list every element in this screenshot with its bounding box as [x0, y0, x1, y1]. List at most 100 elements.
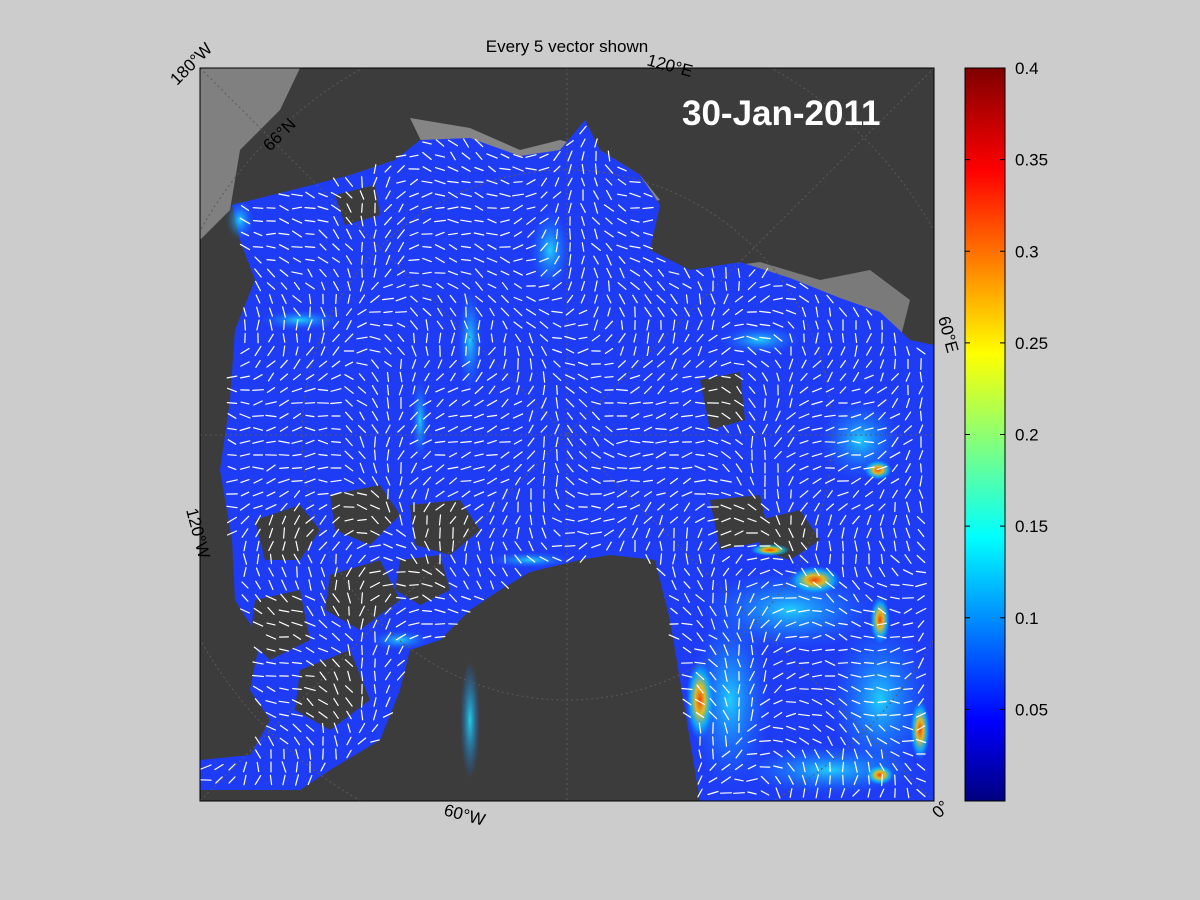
drift-vector [736, 658, 742, 668]
drift-vector [578, 542, 588, 550]
drift-vector [386, 463, 390, 473]
drift-vector [685, 527, 689, 539]
drift-vector [564, 490, 576, 498]
drift-vector [320, 762, 326, 772]
drift-vector [763, 384, 767, 396]
drift-vector [306, 359, 314, 369]
drift-vector [708, 374, 718, 380]
drift-vector [747, 517, 757, 523]
drift-vector [798, 661, 810, 665]
drift-vector [786, 672, 796, 680]
drift-vector [318, 360, 328, 368]
drift-vector [863, 635, 875, 639]
drift-vector [332, 333, 340, 343]
drift-vector [695, 453, 705, 457]
drift-vector [735, 749, 743, 759]
drift-vector [361, 203, 363, 213]
drift-vector [709, 644, 717, 656]
drift-vector [462, 373, 470, 381]
drift-vector [866, 735, 872, 747]
drift-vector [542, 384, 546, 396]
drift-vector [681, 622, 693, 626]
drift-vector [738, 281, 740, 291]
drift-vector [317, 415, 329, 417]
drift-vector [409, 439, 419, 445]
drift-vector [371, 359, 379, 369]
drift-vector [568, 267, 572, 279]
drift-vector [291, 246, 303, 248]
drift-vector [330, 401, 342, 405]
drift-vector [291, 674, 303, 678]
drift-vector [254, 698, 262, 706]
drift-vector [723, 619, 729, 629]
drift-vector [734, 308, 744, 316]
drift-vector [761, 423, 769, 435]
drift-vector [255, 280, 261, 292]
drift-vector [474, 595, 484, 601]
drift-vector [814, 774, 820, 786]
drift-vector [554, 177, 560, 187]
drift-vector [773, 660, 783, 666]
drift-vector [448, 582, 458, 588]
drift-vector [568, 228, 572, 240]
drift-vector [397, 255, 405, 265]
drift-vector [411, 489, 417, 499]
drift-vector [294, 514, 300, 526]
drift-vector [370, 504, 380, 510]
drift-vector [306, 697, 314, 707]
drift-vector [395, 620, 407, 628]
drift-vector [463, 515, 469, 525]
drift-vector [434, 608, 446, 614]
drift-vector [603, 466, 615, 470]
drift-vector [269, 319, 273, 331]
drift-vector [318, 529, 328, 537]
drift-vector [697, 307, 703, 317]
drift-vector [697, 527, 703, 539]
drift-vector [773, 646, 783, 654]
drift-vector [566, 556, 574, 562]
drift-vector [526, 321, 536, 329]
drift-vector [318, 698, 328, 706]
colorbar-tick-label: 0.15 [1015, 517, 1048, 536]
drift-vector [422, 257, 432, 263]
drift-vector [318, 711, 328, 719]
drift-vector [502, 541, 508, 551]
drift-vector [449, 294, 457, 304]
drift-vector [827, 490, 833, 498]
drift-vector [553, 151, 561, 161]
drift-vector [877, 439, 887, 445]
drift-vector [555, 411, 559, 421]
drift-vector [750, 631, 754, 643]
drift-vector [616, 193, 628, 197]
drift-vector [384, 268, 392, 278]
drift-vector [356, 492, 368, 496]
drift-vector [361, 241, 363, 253]
drift-vector [593, 255, 599, 265]
map-frame [199, 67, 935, 802]
drift-vector [269, 307, 273, 317]
drift-vector [917, 657, 925, 669]
drift-vector [382, 712, 394, 718]
drift-vector [889, 413, 901, 419]
date-label: 30-Jan-2011 [682, 94, 880, 133]
drift-vector [357, 518, 367, 522]
drift-vector [893, 527, 897, 539]
drift-vector [811, 427, 823, 431]
drift-vector [515, 488, 521, 500]
drift-vector [359, 411, 365, 421]
drift-vector [605, 425, 613, 433]
drift-vector [516, 371, 520, 383]
drift-vector [435, 464, 445, 472]
drift-vector [486, 414, 498, 418]
drift-vector [877, 427, 887, 431]
drift-vector [460, 193, 472, 197]
drift-vector [630, 413, 640, 419]
drift-vector [617, 282, 627, 290]
drift-vector [304, 246, 316, 248]
drift-vector [708, 658, 718, 668]
drift-vector [710, 307, 716, 317]
drift-vector [772, 557, 784, 561]
drift-vector [694, 401, 706, 405]
drift-vector [789, 788, 793, 798]
drift-vector [904, 411, 912, 421]
